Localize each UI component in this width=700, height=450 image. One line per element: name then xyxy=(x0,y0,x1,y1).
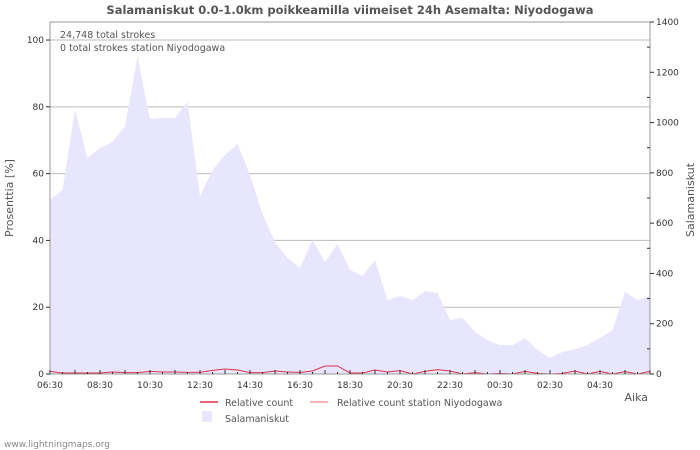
x-tick-label: 12:30 xyxy=(187,381,213,391)
x-tick-label: 14:30 xyxy=(237,381,263,391)
y-left-tick-label: 80 xyxy=(33,103,45,113)
y-left-tick-label: 60 xyxy=(33,170,45,180)
legend-swatch-salamaniskut xyxy=(202,411,212,422)
total-strokes-annotation: 24,748 total strokes xyxy=(60,30,155,41)
y-left-tick-label: 40 xyxy=(33,236,45,246)
chart-title: Salamaniskut 0.0-1.0km poikkeamilla viim… xyxy=(106,3,593,17)
y-right-tick-label: 0 xyxy=(656,370,662,380)
x-tick-label: 20:30 xyxy=(387,381,413,391)
salamaniskut-area xyxy=(50,56,650,374)
x-tick-label: 10:30 xyxy=(137,381,163,391)
y-left-tick-label: 0 xyxy=(38,370,44,380)
legend-salamaniskut: Salamaniskut xyxy=(225,414,289,425)
x-tick-label: 16:30 xyxy=(287,381,313,391)
y-axis-right-label: Salamaniskut xyxy=(684,162,697,237)
x-tick-label: 18:30 xyxy=(337,381,363,391)
x-axis-label: Aika xyxy=(625,391,649,404)
y-right-tick-label: 1200 xyxy=(656,68,679,78)
y-left-tick-label: 20 xyxy=(33,303,45,313)
x-tick-label: 08:30 xyxy=(87,381,113,391)
y-right-tick-label: 800 xyxy=(656,169,673,179)
y-right-tick-label: 1000 xyxy=(656,119,679,129)
station-strokes-annotation: 0 total strokes station Niyodogawa xyxy=(60,43,225,54)
x-tick-label: 00:30 xyxy=(487,381,513,391)
x-tick-label: 06:30 xyxy=(37,381,63,391)
legend: Relative count Relative count station Ni… xyxy=(200,398,502,425)
x-tick-label: 04:30 xyxy=(587,381,613,391)
legend-relative-count: Relative count xyxy=(225,398,293,409)
y-right-tick-label: 1400 xyxy=(656,18,679,28)
x-tick-label: 22:30 xyxy=(437,381,463,391)
footer-credit: www.lightningmaps.org xyxy=(4,440,110,450)
y-left-tick-label: 100 xyxy=(27,36,44,46)
legend-relative-count-station: Relative count station Niyodogawa xyxy=(337,398,502,409)
y-right-tick-label: 600 xyxy=(656,219,673,229)
x-tick-label: 02:30 xyxy=(537,381,563,391)
y-right-tick-label: 400 xyxy=(656,269,673,279)
y-axis-left-label: Prosenttia [%] xyxy=(3,159,16,237)
y-right-tick-label: 200 xyxy=(656,320,673,330)
